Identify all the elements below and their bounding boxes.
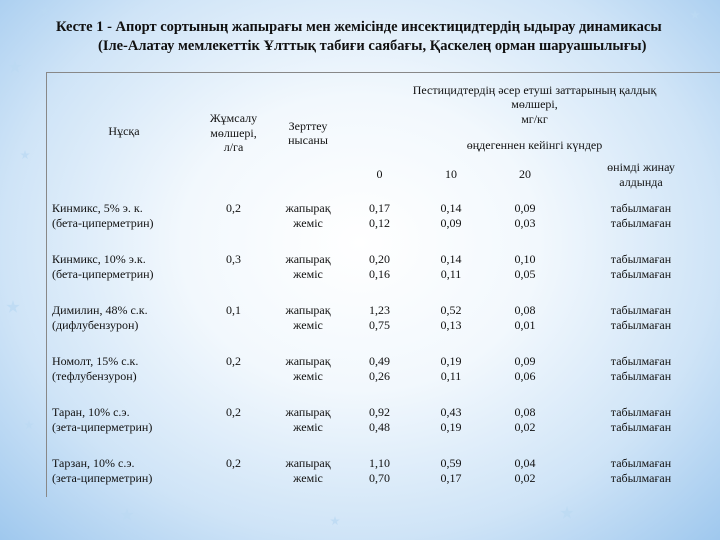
rate-cell: 0,3 [226,252,241,266]
day-10-cell: 0,43 0,19 [440,405,462,434]
day-20-cell: 0,09 0,06 [514,354,536,383]
day-20-cell: 0,08 0,01 [514,303,536,332]
day-0-cell: 0,49 0,26 [369,354,390,383]
residue-table: Нұсқа Жұмсалу мөлшері, л/га Зерттеу нысаны … [46,72,720,496]
decor-star [330,516,340,526]
header-variant: Нұсқа [108,123,140,138]
decor-star [120,508,134,521]
variant-cell: Таран, 10% с.э. (зета-циперметрин) [52,405,153,434]
rate-cell: 0,2 [226,405,241,419]
day-0-cell: 1,23 0,75 [369,303,390,332]
day-0-cell: 0,20 0,16 [369,252,390,281]
decor-star [24,420,34,430]
harvest-cell: табылмаған табылмаған [610,201,672,230]
table-row: Таран, 10% с.э. (зета-циперметрин) 0,2 жа… [46,394,720,445]
rate-cell: 0,1 [226,303,241,317]
variant-cell: Кинмикс, 10% э.к. (бета-циперметрин) [52,252,154,281]
day-10-cell: 0,14 0,09 [440,201,462,230]
decor-star [20,150,30,160]
harvest-cell: табылмаған табылмаған [610,456,672,485]
object-cell: жапырақ жеміс [285,405,331,434]
header-day-0: 0 [376,167,383,182]
table-row: Димилин, 48% с.к. (дифлубензурон) 0,1 жап… [46,292,720,343]
header-day-20: 20 [519,167,531,182]
rate-cell: 0,2 [226,201,241,215]
object-cell: жапырақ жеміс [285,252,331,281]
header-before-harvest: өнімді жинау алдында [607,160,675,189]
variant-cell: Номолт, 15% с.к. (тефлубензурон) [52,354,139,383]
header-days-after: өңдегеннен кейінгі күндер [466,137,603,152]
decor-star [560,506,574,519]
day-10-cell: 0,59 0,17 [440,456,462,485]
decor-star [6,300,20,313]
rate-cell: 0,2 [226,456,241,470]
decor-star [40,6,50,16]
object-cell: жапырақ жеміс [285,201,331,230]
table-row: Тарзан, 10% с.э. (зета-циперметрин) 0,2 ж… [46,445,720,496]
header-residue: Пестицидтердің әсер етуші заттарының қал… [412,82,657,126]
title-line-2: (Іле-Алатау мемлекеттік Ұлттық табиғи са… [98,38,647,54]
rate-cell: 0,2 [226,354,241,368]
day-10-cell: 0,14 0,11 [440,252,462,281]
day-20-cell: 0,04 0,02 [514,456,536,485]
harvest-cell: табылмаған табылмаған [610,354,672,383]
table-row: Номолт, 15% с.к. (тефлубензурон) 0,2 жапы… [46,343,720,394]
variant-cell: Кинмикс, 5% э. к. (бета-циперметрин) [52,201,154,230]
object-cell: жапырақ жеміс [285,303,331,332]
table-row: Кинмикс, 5% э. к. (бета-циперметрин) 0,2 … [46,190,720,241]
day-0-cell: 0,92 0,48 [369,405,390,434]
day-20-cell: 0,09 0,03 [514,201,536,230]
variant-cell: Тарзан, 10% с.э. (зета-циперметрин) [52,456,153,485]
table-frame [46,72,720,497]
day-10-cell: 0,52 0,13 [440,303,462,332]
day-0-cell: 0,17 0,12 [369,201,390,230]
harvest-cell: табылмаған табылмаған [610,252,672,281]
table-row: Кинмикс, 10% э.к. (бета-циперметрин) 0,3 … [46,241,720,292]
day-20-cell: 0,08 0,02 [514,405,536,434]
variant-cell: Димилин, 48% с.к. (дифлубензурон) [52,303,148,332]
table-title: Кесте 1 - Апорт сортының жапырағы мен же… [0,18,720,56]
object-cell: жапырақ жеміс [285,456,331,485]
header-rate: Жұмсалу мөлшері, л/га [209,111,258,155]
harvest-cell: табылмаған табылмаған [610,303,672,332]
decor-star [8,60,22,73]
object-cell: жапырақ жеміс [285,354,331,383]
day-0-cell: 1,10 0,70 [369,456,390,485]
harvest-cell: табылмаған табылмаған [610,405,672,434]
header-object: Зерттеу нысаны [288,118,328,148]
day-20-cell: 0,10 0,05 [514,252,536,281]
day-10-cell: 0,19 0,11 [440,354,462,383]
title-line-1: Кесте 1 - Апорт сортының жапырағы мен же… [56,19,662,35]
decor-star [690,10,700,20]
header-day-10: 10 [445,167,457,182]
